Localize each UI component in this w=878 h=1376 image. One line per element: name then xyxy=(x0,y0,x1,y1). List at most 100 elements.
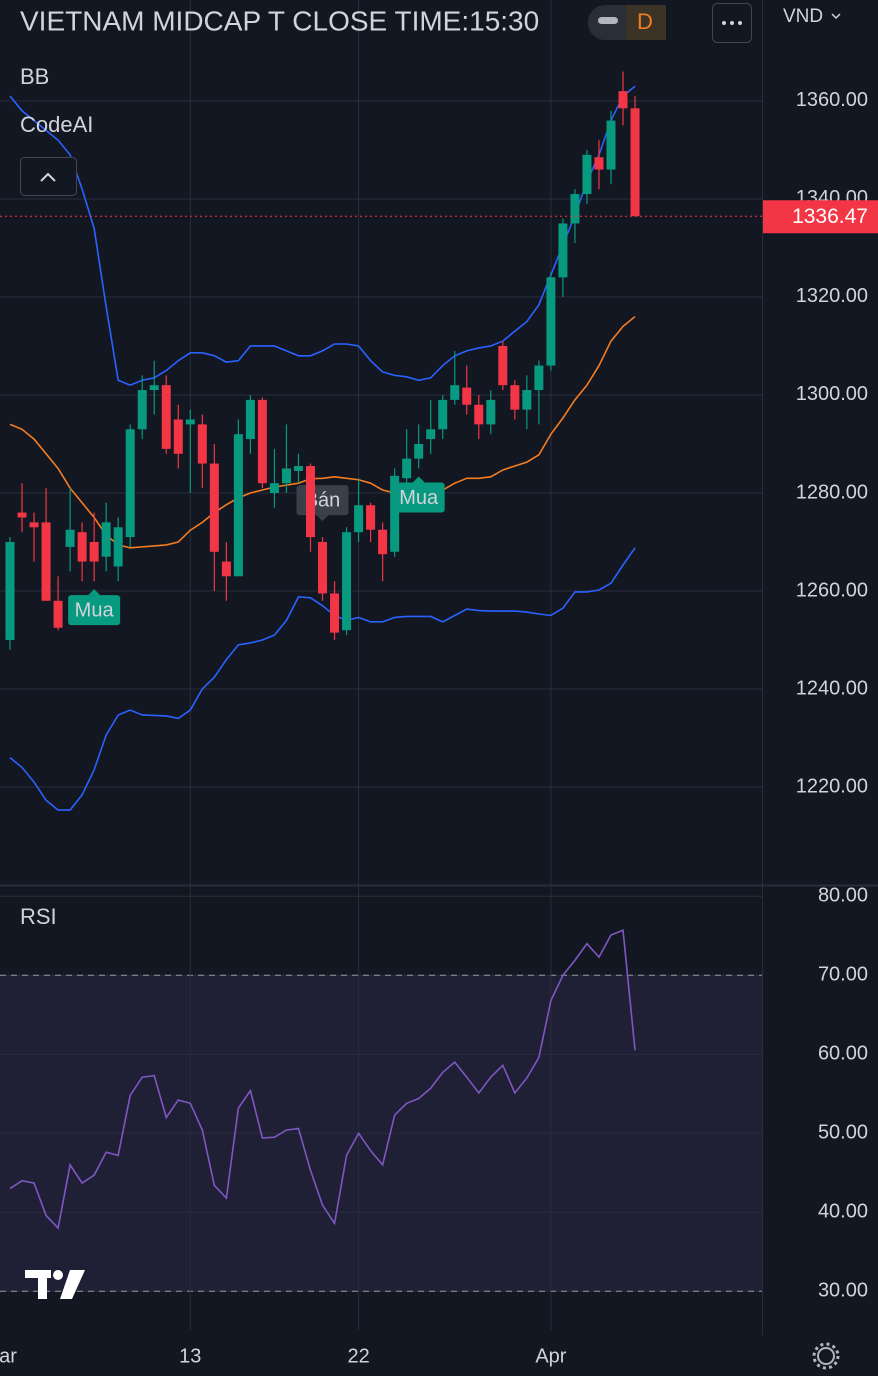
annotation-box xyxy=(68,595,121,626)
candle-body xyxy=(570,194,580,224)
candle-body xyxy=(245,399,255,440)
candle-body xyxy=(197,424,207,464)
last-price-label: 1336.47 xyxy=(792,205,868,228)
settings-icon[interactable] xyxy=(812,1342,840,1370)
y-tick-label: 1240.00 xyxy=(796,677,868,699)
annotation-pointer xyxy=(316,515,329,522)
gear xyxy=(817,1347,835,1365)
candle-body xyxy=(173,419,183,454)
y-tick-label: 30.00 xyxy=(818,1280,868,1302)
candle-body xyxy=(462,387,472,405)
candle-body xyxy=(510,385,520,410)
rsi-line xyxy=(9,929,636,1230)
candle-body xyxy=(318,541,328,594)
dot xyxy=(722,21,726,25)
bb-upper xyxy=(9,85,636,387)
candle-body xyxy=(606,120,616,170)
chart-title: VIETNAM MIDCAP T CLOSE TIME:15:30 xyxy=(20,5,539,36)
candle-body xyxy=(582,154,592,195)
candle-body xyxy=(257,399,267,484)
candle-body xyxy=(185,419,195,425)
currency-caret xyxy=(831,13,841,20)
candle-body xyxy=(77,532,87,562)
last-price-tag xyxy=(763,200,878,234)
candle-body xyxy=(113,527,123,567)
currency[interactable]: VND xyxy=(783,6,823,27)
candle-body xyxy=(293,466,303,471)
candle-body xyxy=(558,223,568,278)
candle-body xyxy=(101,522,111,557)
candle-body xyxy=(65,529,75,547)
candle-body xyxy=(522,390,532,410)
candle-body xyxy=(5,541,15,640)
candle-body xyxy=(221,561,231,577)
candle-body xyxy=(354,505,364,533)
x-tick-label: ar xyxy=(0,1345,17,1367)
x-tick-label: Apr xyxy=(535,1345,566,1367)
annotation-pointer xyxy=(88,589,101,596)
interval[interactable]: D xyxy=(637,9,653,34)
grid xyxy=(0,0,762,1330)
candle-body xyxy=(414,443,424,459)
y-tick-label: 60.00 xyxy=(818,1043,868,1065)
y-tick-label: 1320.00 xyxy=(796,285,868,307)
candle-body xyxy=(29,522,39,528)
candle-body xyxy=(438,399,448,430)
annotation-pointer xyxy=(412,476,425,483)
annotation-label: Mua xyxy=(399,487,439,509)
candle-body xyxy=(53,600,63,628)
chevron xyxy=(40,172,56,182)
candle-body xyxy=(630,108,640,217)
y-tick-label: 1280.00 xyxy=(796,481,868,503)
logo-part xyxy=(60,1270,85,1299)
rsi-label: RSI xyxy=(20,904,57,929)
dot xyxy=(738,21,742,25)
candle-body xyxy=(378,529,388,555)
candle-body xyxy=(366,505,376,530)
collapse-button[interactable] xyxy=(20,157,77,196)
candle-body xyxy=(390,475,400,552)
candle-body xyxy=(137,390,147,430)
y-tick-label: 80.00 xyxy=(818,885,868,907)
candle-body xyxy=(149,385,159,391)
indicator-label: BB xyxy=(20,64,49,89)
candle-body xyxy=(209,463,219,552)
dot xyxy=(730,21,734,25)
candle-body xyxy=(474,404,484,425)
x-tick-label: 13 xyxy=(179,1345,201,1367)
candle-body xyxy=(17,512,27,518)
candle-body xyxy=(330,593,340,633)
candle-body xyxy=(269,483,279,493)
candle-body xyxy=(306,466,315,538)
candle-body xyxy=(534,365,544,391)
indicator-label: CodeAI xyxy=(20,112,93,137)
y-tick-label: 1220.00 xyxy=(796,775,868,797)
candle-body xyxy=(426,429,436,440)
more-button[interactable] xyxy=(712,3,752,43)
candle-body xyxy=(498,345,508,386)
logo-part xyxy=(38,1270,47,1299)
candle-body xyxy=(486,399,496,425)
gear-teeth xyxy=(812,1342,840,1370)
y-tick-label: 1360.00 xyxy=(796,89,868,111)
candle-body xyxy=(402,458,412,479)
candle-body xyxy=(41,522,51,601)
y-tick-label: 1260.00 xyxy=(796,579,868,601)
candle-body xyxy=(89,541,99,562)
candle-body xyxy=(450,385,460,400)
candle-body xyxy=(233,434,243,577)
candle-body xyxy=(125,429,135,538)
logo xyxy=(25,1270,85,1299)
candle-body xyxy=(342,532,352,631)
y-tick-label: 50.00 xyxy=(818,1122,868,1144)
candle-body xyxy=(281,468,291,484)
candle-body xyxy=(594,157,604,170)
candle-body xyxy=(618,91,628,109)
bb-lower xyxy=(9,547,636,811)
candle-body xyxy=(546,277,556,366)
interval-bg xyxy=(626,5,666,40)
annotation-label: Mua xyxy=(75,599,115,621)
